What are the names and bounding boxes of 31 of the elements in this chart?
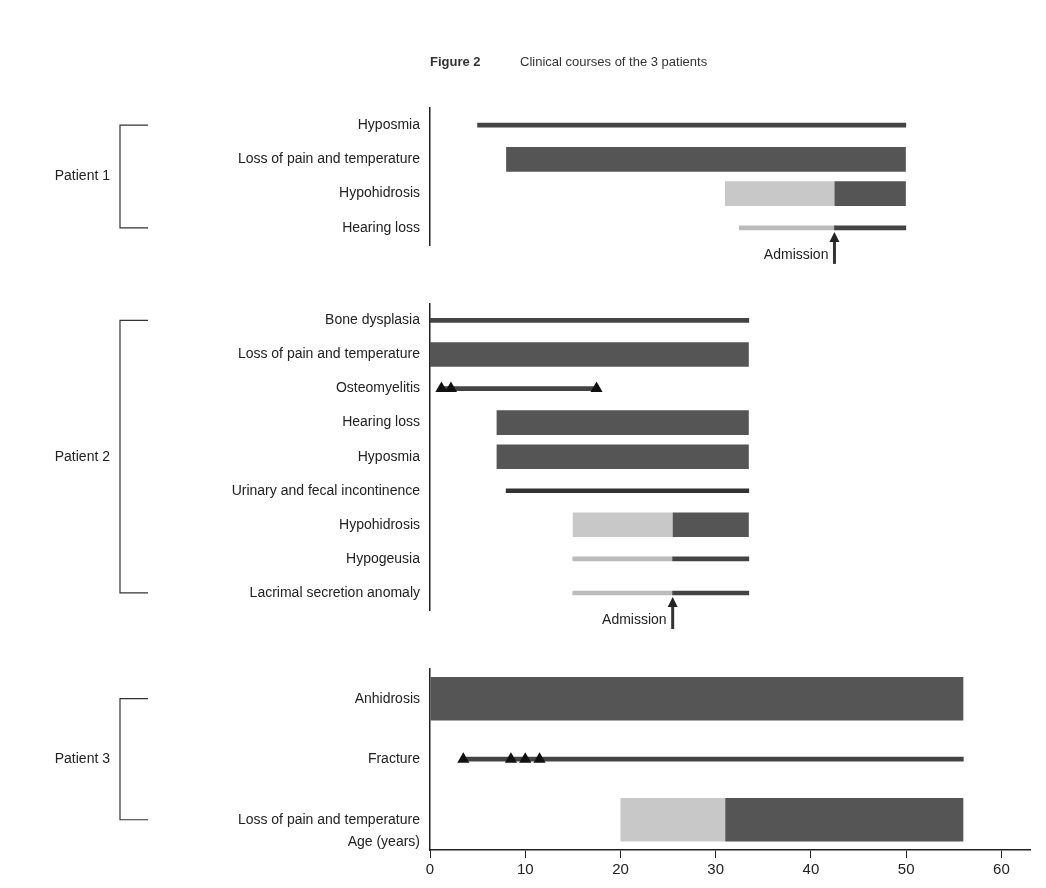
x-tick-label: 30 <box>707 860 725 878</box>
y-tick-label: Lacrimal secretion anomaly <box>249 583 420 600</box>
x-tick-label: 10 <box>516 860 534 878</box>
y-tick-label: Hyposmia <box>357 115 421 132</box>
x-tick-label: 60 <box>993 860 1010 878</box>
x-tick-label: 40 <box>802 860 820 878</box>
chart-subtitle: Clinical courses of the 3 patients <box>520 53 708 69</box>
x-tick-label: 50 <box>897 860 915 878</box>
y-tick-label: Urinary and fecal incontinence <box>231 481 421 498</box>
annotation: Admission <box>763 245 829 262</box>
text: Patient 3 <box>54 750 111 767</box>
annotation: Admission <box>602 610 667 627</box>
y-tick-label: Hearing loss <box>342 413 420 430</box>
x-tick-label: 20 <box>612 860 629 878</box>
y-tick-label: Loss of pain and temperature <box>237 810 421 827</box>
y-tick-label: Hyposmia <box>357 447 421 464</box>
y-tick-label: Loss of pain and temperature <box>237 345 421 362</box>
y-tick-label: Hearing loss <box>342 218 420 235</box>
x-axis-title: Age (years) <box>347 832 420 849</box>
y-tick-label: Loss of pain and temperature <box>237 150 421 167</box>
text: Patient 1 <box>54 167 111 184</box>
y-tick-label: Osteomyelitis <box>335 379 420 396</box>
text: Patient 2 <box>54 447 111 464</box>
y-tick-label: Fracture <box>367 750 421 767</box>
x-tick-label: 0 <box>425 860 435 878</box>
y-tick-label: Hypohidrosis <box>339 515 420 532</box>
y-tick-label: Bone dysplasia <box>325 311 421 328</box>
y-tick-label: Hypogeusia <box>346 549 421 566</box>
y-tick-label: Hypohidrosis <box>339 184 420 201</box>
chart-title: Figure 2 <box>430 53 481 69</box>
y-tick-label: Anhidrosis <box>354 689 420 706</box>
